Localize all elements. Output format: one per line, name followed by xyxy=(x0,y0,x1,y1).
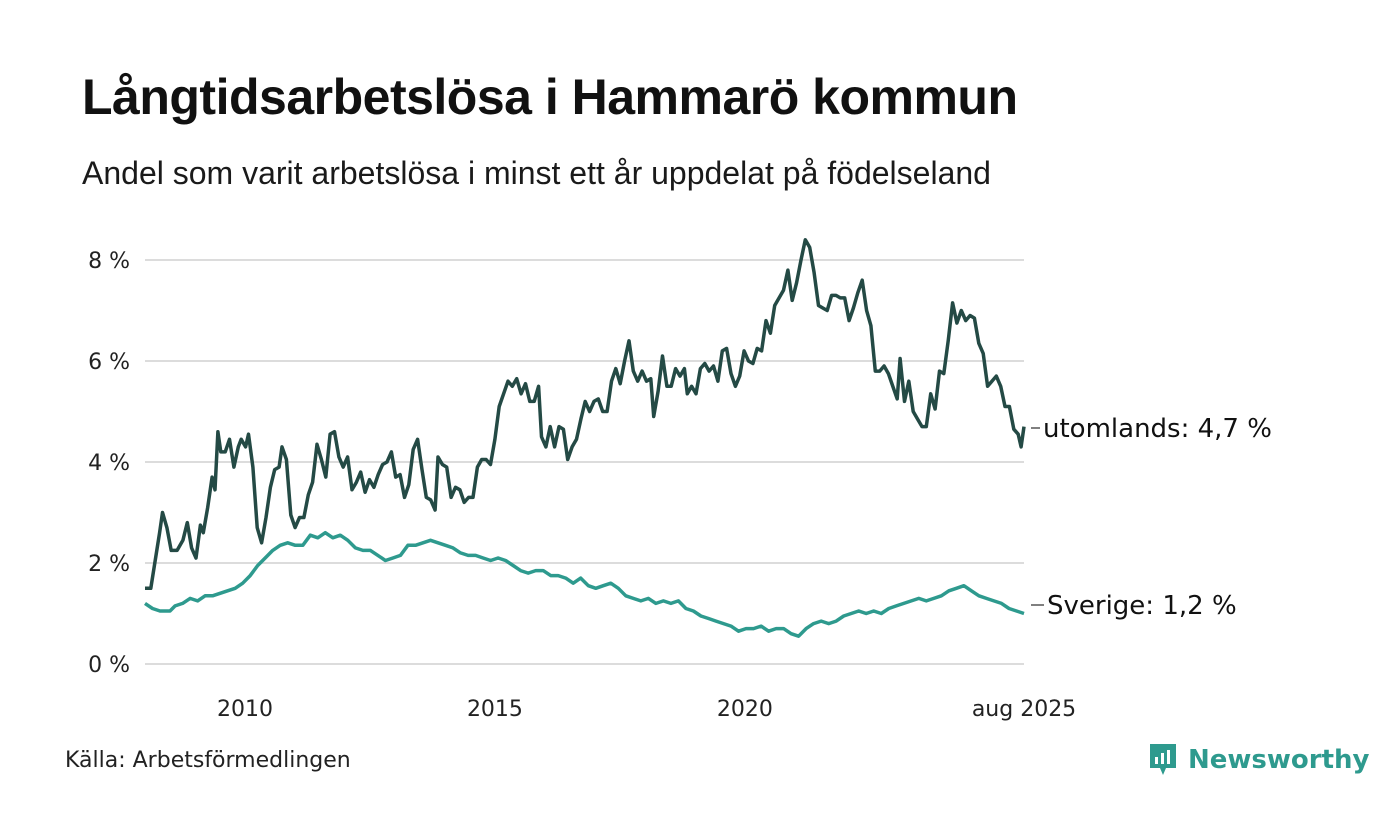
y-tick-label: 0 % xyxy=(88,653,130,678)
series-line-sverige xyxy=(144,530,1025,638)
x-tick-label: 2015 xyxy=(467,697,523,722)
chart-subtitle: Andel som varit arbetslösa i minst ett å… xyxy=(82,155,991,191)
chart-title: Långtidsarbetslösa i Hammarö kommun xyxy=(82,69,1018,125)
y-tick-label: 2 % xyxy=(88,552,130,577)
x-tick-label: 2020 xyxy=(717,697,773,722)
series-line-utomlands xyxy=(145,238,1026,591)
end-label-sverige: Sverige: 1,2 % xyxy=(1047,591,1237,621)
x-tick-label: 2010 xyxy=(217,697,273,722)
y-tick-label: 8 % xyxy=(88,249,130,274)
source-note: Källa: Arbetsförmedlingen xyxy=(65,748,351,773)
newsworthy-logo-icon xyxy=(1150,744,1176,775)
brand-logo[interactable]: Newsworthy xyxy=(1148,742,1369,778)
end-label-utomlands: utomlands: 4,7 % xyxy=(1043,414,1272,444)
brand-name: Newsworthy xyxy=(1188,745,1370,775)
y-tick-label: 4 % xyxy=(88,451,130,476)
y-tick-label: 6 % xyxy=(88,350,130,375)
x-tick-label: aug 2025 xyxy=(972,697,1076,722)
